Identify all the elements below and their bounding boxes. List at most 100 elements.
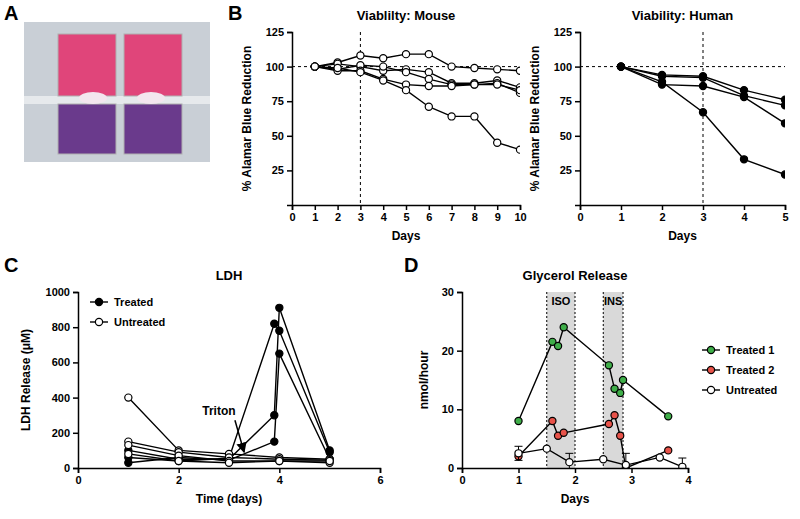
tick-label: 400 bbox=[52, 392, 70, 404]
tick-label: 1 bbox=[618, 211, 624, 223]
legend-item: Untreated bbox=[90, 316, 165, 328]
chart: ISOINSGlycerol ReleaseDaysnmol/hourD0123… bbox=[404, 254, 777, 506]
tick-label: 0 bbox=[75, 474, 81, 486]
point bbox=[617, 389, 624, 396]
photo-background bbox=[24, 22, 210, 162]
tick: 2 bbox=[335, 205, 341, 223]
point bbox=[448, 82, 455, 89]
annotation: Triton bbox=[202, 404, 235, 418]
point bbox=[516, 87, 520, 94]
error-bar bbox=[622, 453, 630, 468]
reference-line bbox=[580, 66, 785, 67]
legend-label: Treated 2 bbox=[726, 364, 774, 376]
point bbox=[471, 81, 478, 88]
legend-marker bbox=[95, 318, 102, 325]
tick-label: 100 bbox=[554, 61, 572, 73]
tick: 600 bbox=[52, 356, 78, 368]
tick-mark bbox=[457, 468, 462, 470]
series-line bbox=[128, 398, 329, 460]
point bbox=[554, 342, 561, 349]
point bbox=[699, 109, 706, 116]
tick-mark bbox=[451, 205, 453, 210]
point bbox=[740, 156, 747, 163]
tick-label: 6 bbox=[377, 474, 383, 486]
tick-mark bbox=[785, 205, 787, 210]
tick: 50 bbox=[560, 130, 580, 142]
point bbox=[665, 413, 672, 420]
point bbox=[380, 55, 387, 62]
tick: 10 bbox=[442, 403, 462, 415]
legend-label: Treated bbox=[114, 296, 153, 308]
error-bar bbox=[565, 453, 573, 468]
tick-label: 10 bbox=[514, 211, 526, 223]
tick-label: 75 bbox=[272, 95, 284, 107]
tick-label: 0 bbox=[577, 211, 583, 223]
tick-mark bbox=[178, 468, 180, 473]
tick: 10 bbox=[514, 205, 526, 223]
tick: 6 bbox=[377, 468, 383, 486]
series-line bbox=[128, 308, 329, 459]
x-axis-title: Time (days) bbox=[196, 492, 262, 506]
chart: TritonLDHTime (days)LDH Release (μM)C024… bbox=[4, 254, 384, 506]
tick-label: 100 bbox=[266, 61, 284, 73]
tick-mark bbox=[744, 205, 746, 210]
point bbox=[617, 63, 624, 70]
texts: Viability: HumanDays% Alamar Blue Reduct… bbox=[528, 8, 733, 243]
chart: Viablilty: MouseDays% Alamar Blue Reduct… bbox=[228, 2, 527, 243]
tick-label: 0 bbox=[289, 211, 295, 223]
point bbox=[781, 171, 785, 178]
tick-label: 7 bbox=[449, 211, 455, 223]
photo-tissue bbox=[137, 92, 165, 104]
tick: 3 bbox=[629, 468, 635, 486]
texts: Viablilty: MouseDays% Alamar Blue Reduct… bbox=[228, 2, 455, 243]
point bbox=[311, 63, 318, 70]
point bbox=[515, 450, 522, 457]
point bbox=[617, 63, 624, 70]
legend-item: Treated bbox=[90, 296, 153, 308]
point bbox=[656, 454, 663, 461]
tick: 5 bbox=[403, 205, 409, 223]
tick-label: 600 bbox=[52, 356, 70, 368]
photo-chamber-top bbox=[58, 34, 116, 96]
tick-label: 4 bbox=[277, 474, 284, 486]
point bbox=[494, 139, 501, 146]
tick: 0 bbox=[289, 205, 295, 223]
y-axis: 255075100125 bbox=[554, 26, 581, 205]
chart-title: Viablilty: Mouse bbox=[357, 8, 456, 23]
tick-label: 2 bbox=[176, 474, 182, 486]
legend-marker bbox=[95, 298, 102, 305]
tick-mark bbox=[520, 205, 522, 210]
photo-panel: A bbox=[4, 2, 210, 162]
tick-label: 3 bbox=[358, 211, 364, 223]
tick: 7 bbox=[449, 205, 455, 223]
tick-mark bbox=[73, 327, 78, 329]
point bbox=[276, 350, 283, 357]
point bbox=[276, 457, 283, 464]
tick: 800 bbox=[52, 321, 78, 333]
point bbox=[699, 82, 706, 89]
point bbox=[665, 447, 672, 454]
point bbox=[448, 113, 455, 120]
tick: 2 bbox=[176, 468, 182, 486]
plot-area bbox=[580, 32, 785, 205]
tick: 0 bbox=[577, 205, 583, 223]
tick: 1 bbox=[516, 468, 522, 486]
x-axis-title: Days bbox=[668, 229, 697, 243]
point bbox=[699, 74, 706, 81]
point bbox=[271, 438, 278, 445]
tick-mark bbox=[518, 468, 520, 473]
annotation-arrow bbox=[235, 420, 244, 452]
y-axis-title: nmol/hour bbox=[417, 350, 431, 409]
y-axis-title: % Alamar Blue Reduction bbox=[528, 46, 542, 192]
point bbox=[560, 429, 567, 436]
tick: 100 bbox=[554, 61, 580, 73]
point bbox=[125, 394, 132, 401]
tick-mark bbox=[406, 205, 408, 210]
point bbox=[566, 459, 573, 466]
point bbox=[605, 362, 612, 369]
band-edge bbox=[575, 292, 576, 468]
y-axis-line bbox=[287, 33, 293, 206]
tick-label: 0 bbox=[64, 462, 70, 474]
tick: 3 bbox=[358, 205, 364, 223]
tick: 2 bbox=[659, 205, 665, 223]
